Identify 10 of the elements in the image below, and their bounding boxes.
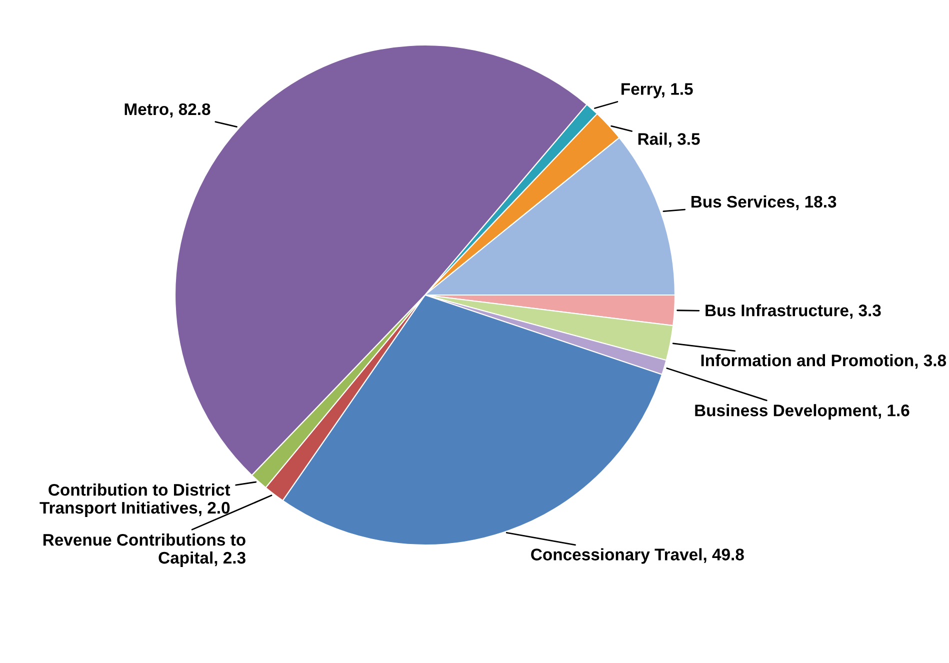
slice-label: Business Development, 1.6 [695, 404, 910, 420]
slice-label: Rail, 3.5 [638, 132, 700, 148]
slice-label: Bus Infrastructure, 3.3 [706, 304, 881, 319]
slice-label: Metro, 82.8 [124, 103, 210, 118]
slice-label: Information and Promotion, 3.8 [701, 354, 946, 369]
slice-label: Ferry, 1.5 [622, 83, 693, 98]
slice-label: Contribution to District Transport Initiatives, 2.0 [40, 484, 230, 517]
slice-label: Revenue Contributions to Capital, 2.3 [43, 534, 246, 567]
slice-label: Bus Services, 18.3 [691, 195, 836, 210]
slice-label: Concessionary Travel, 49.8 [531, 548, 744, 564]
